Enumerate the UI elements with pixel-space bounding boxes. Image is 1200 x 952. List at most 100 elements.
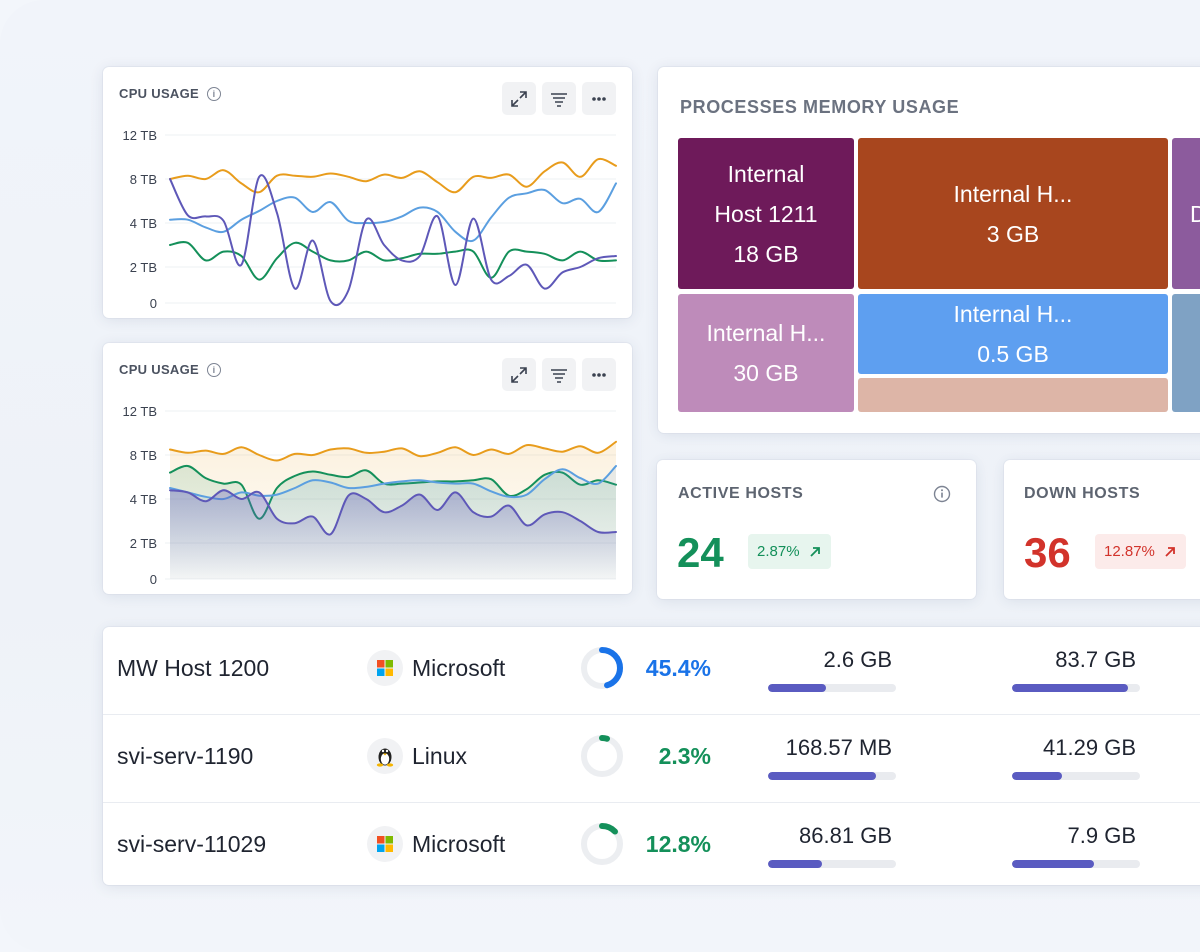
cpu-percent: 12.8% [645, 831, 711, 857]
down-hosts-change: 12.87% [1104, 543, 1155, 560]
treemap-tile[interactable]: D [1172, 138, 1200, 289]
hosts-table: MW Host 1200 Microsoft 45.4% 2.6 GB 83.7… [103, 627, 1200, 885]
os-icon-badge [367, 738, 403, 774]
cpu-donut [581, 823, 623, 865]
active-hosts-change-badge: 2.87% [748, 534, 831, 569]
windows-icon [377, 660, 393, 676]
cpu-usage-title: CPU USAGE i [119, 86, 221, 101]
disk-bar [1012, 860, 1140, 868]
disk-bar-fill [1012, 684, 1129, 692]
arrow-up-right-icon [1165, 546, 1175, 557]
more-icon [592, 372, 606, 377]
disk-value: 41.29 GB [1043, 735, 1136, 760]
treemap-tile-label: Host 1211 [714, 200, 818, 227]
processes-memory-title: PROCESSES MEMORY USAGE [680, 97, 960, 117]
series-line-purple[interactable] [169, 489, 617, 536]
treemap-tile[interactable]: Internal H... 3 GB [858, 138, 1168, 289]
filter-icon [551, 368, 567, 383]
treemap-tile-label: Internal H... [706, 320, 826, 346]
active-hosts-count: 24 [677, 529, 724, 576]
y-tick-label: 12 TB [123, 404, 157, 419]
treemap-tile-label: 18 GB [733, 240, 799, 267]
os-icon-badge [367, 650, 403, 686]
memory-bar-fill [768, 860, 822, 868]
expand-button[interactable] [502, 358, 536, 391]
table-row[interactable]: svi-serv-1190 Linux 2.3% 168.57 MB 41.29… [103, 715, 1200, 803]
host-name[interactable]: svi-serv-11029 [117, 831, 267, 857]
series-line-orange[interactable] [169, 440, 617, 462]
active-hosts-title: ACTIVE HOSTS [678, 485, 804, 502]
expand-button[interactable] [502, 82, 536, 115]
y-tick-label: 8 TB [130, 172, 157, 187]
memory-bar [768, 684, 896, 692]
more-options-button[interactable] [582, 358, 616, 391]
y-tick-label: 8 TB [130, 448, 157, 463]
os-name: Microsoft [412, 831, 506, 857]
series-line-blue[interactable] [169, 465, 617, 501]
memory-bar-fill [768, 772, 876, 780]
active-hosts-change: 2.87% [757, 543, 800, 560]
down-hosts-count: 36 [1024, 529, 1071, 576]
y-tick-label: 0 [150, 296, 157, 311]
cpu-usage-title-text: CPU USAGE [119, 362, 199, 377]
disk-bar-fill [1012, 860, 1094, 868]
treemap-tile[interactable]: Internal H... 0.5 GB [858, 294, 1168, 374]
treemap-tile-label: Internal H... [953, 301, 1073, 327]
filter-button[interactable] [542, 358, 576, 391]
series-line-purple[interactable] [169, 174, 617, 307]
linux-icon [376, 748, 394, 767]
cpu-percent: 2.3% [658, 743, 711, 769]
memory-value: 168.57 MB [785, 735, 892, 760]
y-tick-label: 4 TB [130, 216, 157, 231]
cpu-usage-line-chart: 12 TB 8 TB 4 TB 2 TB 0 [123, 128, 617, 311]
expand-icon [511, 366, 527, 383]
cpu-donut [581, 647, 623, 689]
memory-bar [768, 772, 896, 780]
treemap-tile[interactable] [1172, 294, 1200, 412]
down-hosts-card: DOWN HOSTS 36 12.87% [1004, 460, 1200, 599]
chart-toolbar [502, 82, 616, 115]
treemap-tile[interactable]: Internal H... 30 GB [678, 294, 854, 412]
treemap-tile-label: D [1190, 200, 1200, 227]
info-icon[interactable] [933, 485, 951, 503]
y-tick-label: 2 TB [130, 536, 157, 551]
cpu-usage-area-chart: 12 TB 8 TB 4 TB 2 TB 0 [123, 404, 617, 587]
memory-value: 2.6 GB [823, 647, 892, 672]
treemap-tile-label: 30 GB [733, 360, 799, 386]
more-icon [592, 96, 606, 101]
y-tick-label: 2 TB [130, 260, 157, 275]
processes-memory-card: PROCESSES MEMORY USAGE Internal Host 1211… [658, 67, 1200, 433]
host-name[interactable]: MW Host 1200 [117, 655, 270, 681]
os-icon-badge [367, 826, 403, 862]
disk-bar [1012, 772, 1140, 780]
memory-value: 86.81 GB [799, 823, 892, 848]
disk-bar-fill [1012, 772, 1062, 780]
series-line-green[interactable] [169, 240, 617, 281]
series-line-orange[interactable] [169, 157, 617, 194]
arrow-up-right-icon [809, 546, 820, 557]
info-icon[interactable]: i [207, 362, 221, 377]
disk-value: 7.9 GB [1067, 823, 1136, 848]
active-hosts-card: ACTIVE HOSTS 24 2.87% [657, 460, 976, 599]
y-tick-label: 12 TB [123, 128, 157, 143]
cpu-donut [581, 735, 623, 777]
host-name[interactable]: svi-serv-1190 [117, 743, 254, 769]
treemap-tile-label: Internal H... [953, 180, 1073, 207]
cpu-percent: 45.4% [645, 655, 711, 681]
table-row[interactable]: svi-serv-11029 Microsoft 12.8% 86.81 GB … [103, 803, 1200, 891]
windows-icon [377, 836, 393, 852]
series-line-blue[interactable] [169, 182, 617, 243]
treemap-tile-label: Internal [727, 160, 805, 187]
cpu-donut-arc [581, 823, 623, 865]
memory-bar-fill [768, 684, 826, 692]
filter-button[interactable] [542, 82, 576, 115]
expand-icon [511, 90, 527, 107]
treemap-tile[interactable] [858, 378, 1168, 412]
down-hosts-title: DOWN HOSTS [1024, 485, 1141, 502]
info-icon[interactable]: i [207, 86, 221, 101]
cpu-usage-title-text: CPU USAGE [119, 86, 199, 101]
table-row[interactable]: MW Host 1200 Microsoft 45.4% 2.6 GB 83.7… [103, 627, 1200, 715]
treemap-tile-host-1211[interactable]: Internal Host 1211 18 GB [678, 138, 854, 289]
more-options-button[interactable] [582, 82, 616, 115]
cpu-donut-arc [581, 735, 623, 777]
